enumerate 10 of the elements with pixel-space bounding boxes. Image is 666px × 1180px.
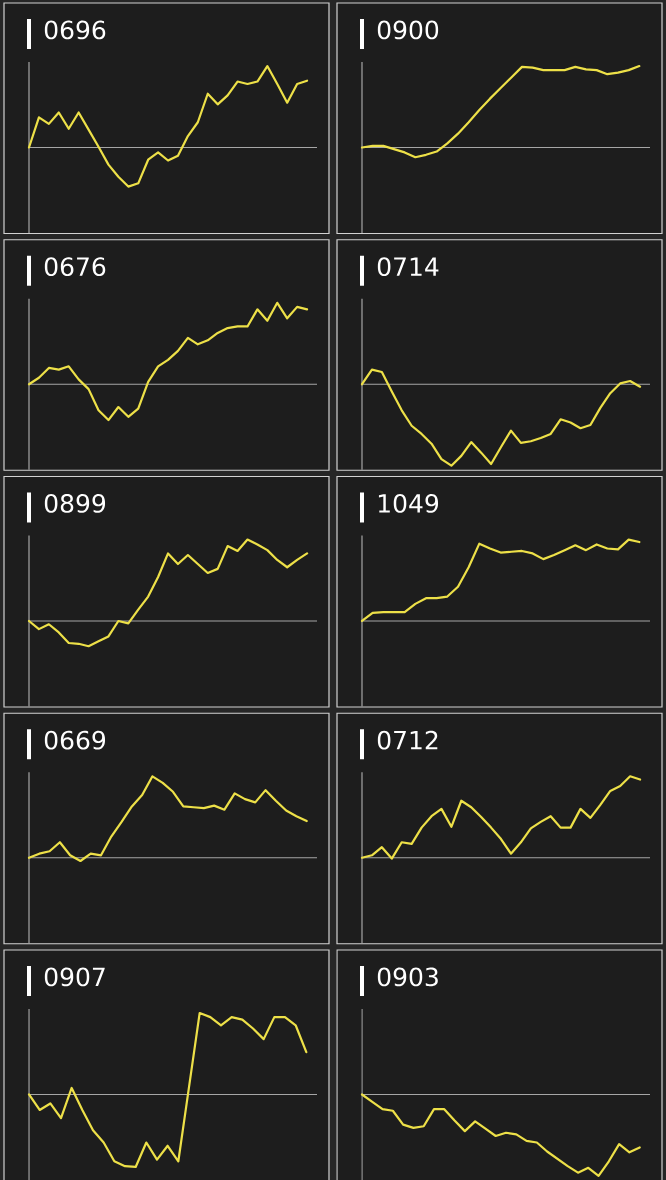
chart-title: 0714 [377, 257, 439, 277]
chart-title: 0899 [44, 493, 106, 513]
chart-title: 0712 [377, 730, 438, 750]
chart-title: 0676 [44, 257, 106, 277]
chart-title: 0907 [44, 967, 105, 987]
chart-title: 0669 [44, 730, 106, 750]
chart-title: 0900 [377, 20, 439, 40]
chart-title: 0903 [377, 967, 438, 987]
chart-title: 1049 [378, 493, 439, 513]
chart-title: 0696 [44, 20, 106, 40]
